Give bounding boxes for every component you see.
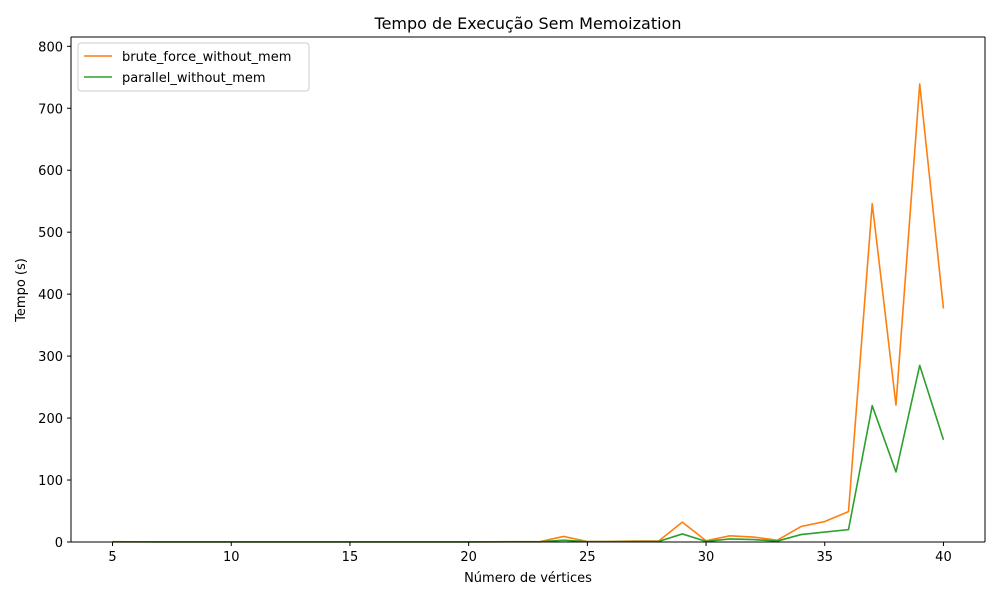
y-tick-label: 700: [38, 102, 63, 117]
y-tick-label: 0: [55, 536, 63, 551]
x-tick-label: 30: [698, 550, 715, 565]
legend-label-brute-force: brute_force_without_mem: [122, 50, 291, 65]
x-tick-label: 10: [223, 550, 240, 565]
x-tick-label: 25: [579, 550, 596, 565]
y-axis-label: Tempo (s): [14, 258, 29, 323]
y-tick-label: 100: [38, 474, 63, 489]
y-tick-label: 500: [38, 226, 63, 241]
x-tick-label: 35: [816, 550, 833, 565]
x-tick-label: 15: [342, 550, 359, 565]
y-tick-label: 800: [38, 40, 63, 55]
plot-area: [71, 37, 985, 542]
y-tick-label: 400: [38, 288, 63, 303]
x-axis: 5 10 15 20 25 30 35 40: [108, 542, 952, 565]
chart-title: Tempo de Execução Sem Memoization: [374, 14, 682, 33]
legend: brute_force_without_mem parallel_without…: [77, 42, 310, 92]
x-tick-label: 5: [108, 550, 116, 565]
y-tick-label: 600: [38, 164, 63, 179]
legend-label-parallel: parallel_without_mem: [122, 71, 266, 86]
plot-frame: [70, 36, 986, 543]
x-tick-label: 20: [460, 550, 477, 565]
y-tick-label: 200: [38, 412, 63, 427]
y-axis: 0 100 200 300 400 500 600 700 800: [38, 40, 71, 551]
x-tick-label: 40: [935, 550, 952, 565]
x-axis-label: Número de vértices: [464, 571, 592, 586]
legend-box: [77, 42, 310, 92]
y-tick-label: 300: [38, 350, 63, 365]
